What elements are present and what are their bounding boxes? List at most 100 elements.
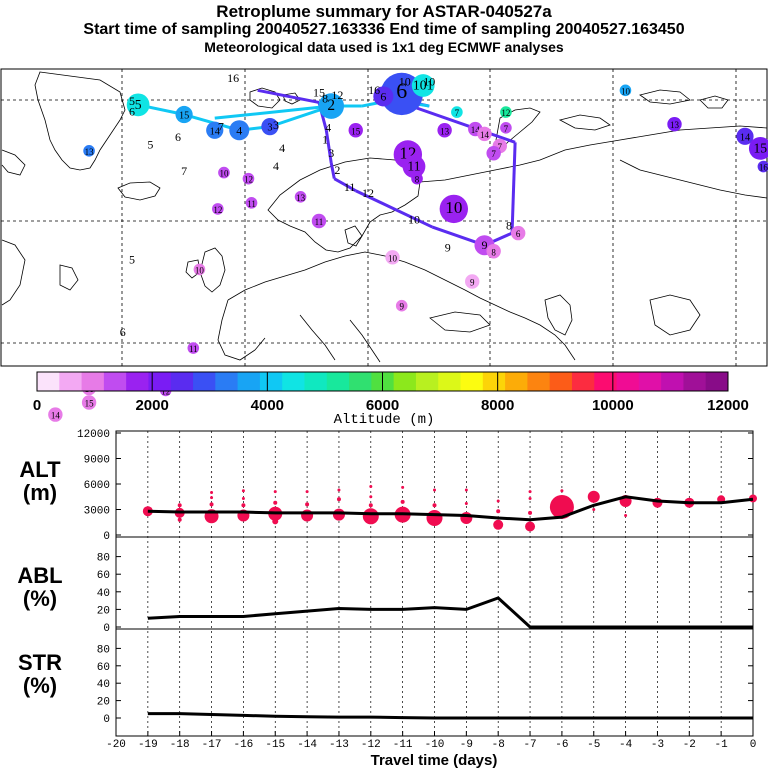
plume-marker [510, 225, 526, 241]
map-label: 6 [120, 325, 126, 339]
abl-series [147, 596, 753, 629]
colorbar-tick-label: 4000 [251, 397, 284, 414]
chart-title: Retroplume summary for ASTAR-040527a [216, 2, 552, 21]
colorbar-cell [326, 372, 350, 391]
alt-bubble [525, 521, 536, 532]
abl-panel-title: ABL [17, 563, 62, 588]
plume-marker [500, 106, 512, 118]
abl-panel-unit: (%) [23, 586, 57, 611]
y-tick-label: 80 [97, 553, 110, 565]
plume-marker-label: 14 [51, 411, 61, 421]
plume-marker [619, 84, 632, 97]
x-tick-label: -5 [587, 739, 600, 751]
plume-marker-label: 6 [380, 89, 386, 103]
y-tick-label: 60 [97, 662, 110, 674]
str-panel-title: STR [18, 650, 62, 675]
colorbar-cell [59, 372, 83, 391]
plume-marker-label: 4 [236, 123, 242, 137]
plume-marker [411, 172, 423, 185]
alt-bubble [305, 490, 309, 494]
colorbar-label: Altitude (m) [334, 412, 435, 428]
alt-panel-unit: (m) [23, 480, 57, 505]
plume-marker [126, 93, 150, 117]
alt-bubble [433, 488, 436, 492]
alt-bubble [332, 508, 345, 521]
x-ticks: -20 -19 -18 -17 -16 -15 -14 -13 -12 -11 -10 -9 -8 -7-… [106, 731, 756, 751]
str-series [147, 712, 753, 720]
alt-bubble [337, 488, 341, 492]
plume-marker [261, 118, 279, 136]
plume-marker-label: 10 [621, 86, 631, 96]
x-tick-label: -6 [555, 739, 568, 751]
y-tick-label: 40 [97, 679, 110, 691]
colorbar-cell [193, 372, 216, 391]
plume-marker-label: 12 [244, 175, 253, 185]
x-tick-label: -14 [297, 739, 317, 751]
y-tick-label: 0 [103, 714, 110, 726]
trajectory-segment [329, 162, 336, 179]
trajectory-segment [355, 189, 434, 229]
x-tick-label: -13 [329, 739, 349, 751]
plume-marker [667, 117, 682, 132]
plume-marker-label: 14 [480, 130, 490, 140]
x-tick-label: -16 [233, 739, 253, 751]
plume-marker [748, 137, 768, 160]
alt-bubble [210, 496, 214, 500]
plume-marker [175, 105, 193, 124]
plume-marker [486, 244, 501, 259]
trajectory-segment [324, 130, 333, 164]
plume-marker [229, 120, 250, 141]
x-tick-label: -2 [683, 739, 696, 751]
x-tick-label: -10 [425, 739, 445, 751]
str-yticks: 0 20 40 60 80 [97, 644, 753, 726]
plume-marker [439, 194, 469, 224]
colorbar-cell [415, 372, 439, 391]
plume-marker-label: 9 [470, 278, 475, 288]
trajectory-segment [214, 104, 332, 120]
y-tick-label: 0 [103, 623, 110, 635]
colorbar-cell [37, 372, 60, 391]
x-tick-label: -1 [715, 739, 729, 751]
map-label: 10 [399, 74, 411, 88]
plume-marker-label: 12 [213, 205, 222, 215]
plume-marker [81, 395, 97, 410]
panel-grid [147, 431, 722, 736]
plume-marker [437, 123, 452, 138]
plume-marker-label: 10 [445, 198, 462, 217]
map-frame [0, 68, 768, 367]
plume-marker [486, 146, 501, 161]
alt-bubble [464, 502, 468, 506]
plume-marker-label: 7 [491, 149, 496, 159]
alt-bubble [273, 500, 278, 505]
alt-bubble [305, 502, 310, 507]
alt-bubble [528, 496, 532, 500]
str-panel-unit: (%) [23, 673, 57, 698]
alt-bubble [464, 488, 468, 492]
x-tick-label: -18 [170, 739, 190, 751]
alt-bubble [362, 508, 379, 525]
map-label: 4 [325, 120, 331, 134]
alt-bubble [241, 503, 246, 508]
plume-marker-label: 15 [753, 140, 767, 155]
x-tick-label: -12 [361, 739, 381, 751]
alt-bubble [549, 494, 574, 519]
panels: ALT (m) ABL (%) STR (%) 0300060009000120… [17, 429, 757, 768]
alt-bubble [587, 490, 600, 503]
colorbar-tick-label: 10000 [592, 397, 634, 414]
plume-marker [206, 121, 224, 139]
x-tick-label: -20 [106, 739, 126, 751]
trajectory-segment [257, 88, 320, 104]
alt-bubble [210, 491, 214, 494]
colorbar-ticks: 0 2000 4000 6000 8000 10000 12000 [33, 372, 749, 414]
alt-line [147, 495, 754, 522]
colorbar-cell [304, 372, 328, 391]
map-label: 10 [423, 74, 435, 88]
y-tick-label: 9000 [84, 455, 110, 467]
plume-marker-label: 6 [516, 229, 521, 239]
map-label: 4 [279, 141, 285, 155]
alt-bubble [209, 502, 214, 507]
alt-bubble [401, 485, 405, 489]
colorbar-cell [170, 372, 194, 391]
